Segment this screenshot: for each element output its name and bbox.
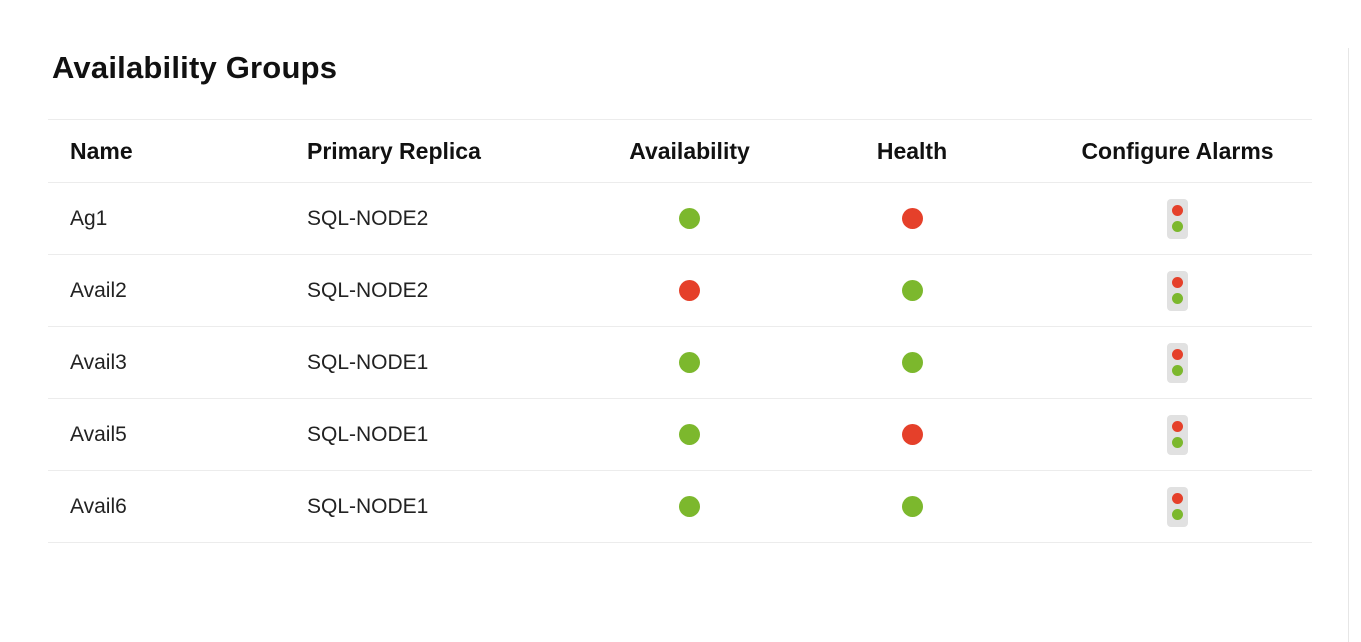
configure-alarms-icon[interactable] xyxy=(1167,414,1188,455)
configure-alarms-icon[interactable] xyxy=(1167,270,1188,311)
health-status-icon xyxy=(901,496,923,517)
column-header-health: Health xyxy=(876,137,948,164)
alarm-green-dot-icon xyxy=(1172,293,1183,304)
alarm-green-dot-icon xyxy=(1172,365,1183,376)
table-row: Avail5 SQL-NODE1 xyxy=(48,399,1312,471)
ag-name-cell: Avail2 xyxy=(70,278,127,302)
alarm-green-dot-icon xyxy=(1172,221,1183,232)
ag-name-cell: Ag1 xyxy=(70,206,108,230)
health-status-icon xyxy=(901,352,923,373)
alarm-green-dot-icon xyxy=(1172,437,1183,448)
alarm-red-dot-icon xyxy=(1172,349,1183,360)
health-status-icon xyxy=(901,208,923,229)
configure-alarms-icon[interactable] xyxy=(1167,486,1188,527)
primary-replica-cell: SQL-NODE1 xyxy=(307,494,429,518)
alarm-green-dot-icon xyxy=(1172,509,1183,520)
availability-status-icon xyxy=(679,352,700,373)
primary-replica-cell: SQL-NODE2 xyxy=(307,206,429,230)
availability-status-icon xyxy=(679,208,700,229)
table-row: Avail2 SQL-NODE2 xyxy=(48,255,1312,327)
page-title: Availability Groups xyxy=(52,50,338,85)
table-row: Avail6 SQL-NODE1 xyxy=(48,471,1312,543)
table-row: Ag1 SQL-NODE2 xyxy=(48,183,1312,255)
column-header-name: Name xyxy=(70,137,133,164)
availability-status-icon xyxy=(679,424,700,445)
column-header-availability: Availability xyxy=(629,137,750,164)
panel-right-border xyxy=(1348,48,1349,642)
table-row: Avail3 SQL-NODE1 xyxy=(48,327,1312,399)
alarm-red-dot-icon xyxy=(1172,493,1183,504)
health-status-icon xyxy=(901,424,923,445)
availability-groups-table: Name Primary Replica Availability Health… xyxy=(48,119,1312,543)
alarm-red-dot-icon xyxy=(1172,421,1183,432)
column-header-primary-replica: Primary Replica xyxy=(307,137,481,164)
column-header-configure-alarms: Configure Alarms xyxy=(1081,137,1274,164)
availability-status-icon xyxy=(679,496,700,517)
ag-name-cell: Avail3 xyxy=(70,350,127,374)
availability-status-icon xyxy=(679,280,700,301)
alarm-red-dot-icon xyxy=(1172,277,1183,288)
ag-name-cell: Avail5 xyxy=(70,422,127,446)
primary-replica-cell: SQL-NODE1 xyxy=(307,350,429,374)
health-status-icon xyxy=(901,280,923,301)
ag-name-cell: Avail6 xyxy=(70,494,127,518)
configure-alarms-icon[interactable] xyxy=(1167,198,1188,239)
primary-replica-cell: SQL-NODE1 xyxy=(307,422,429,446)
alarm-red-dot-icon xyxy=(1172,205,1183,216)
primary-replica-cell: SQL-NODE2 xyxy=(307,278,429,302)
table-header-row: Name Primary Replica Availability Health… xyxy=(48,119,1312,183)
configure-alarms-icon[interactable] xyxy=(1167,342,1188,383)
